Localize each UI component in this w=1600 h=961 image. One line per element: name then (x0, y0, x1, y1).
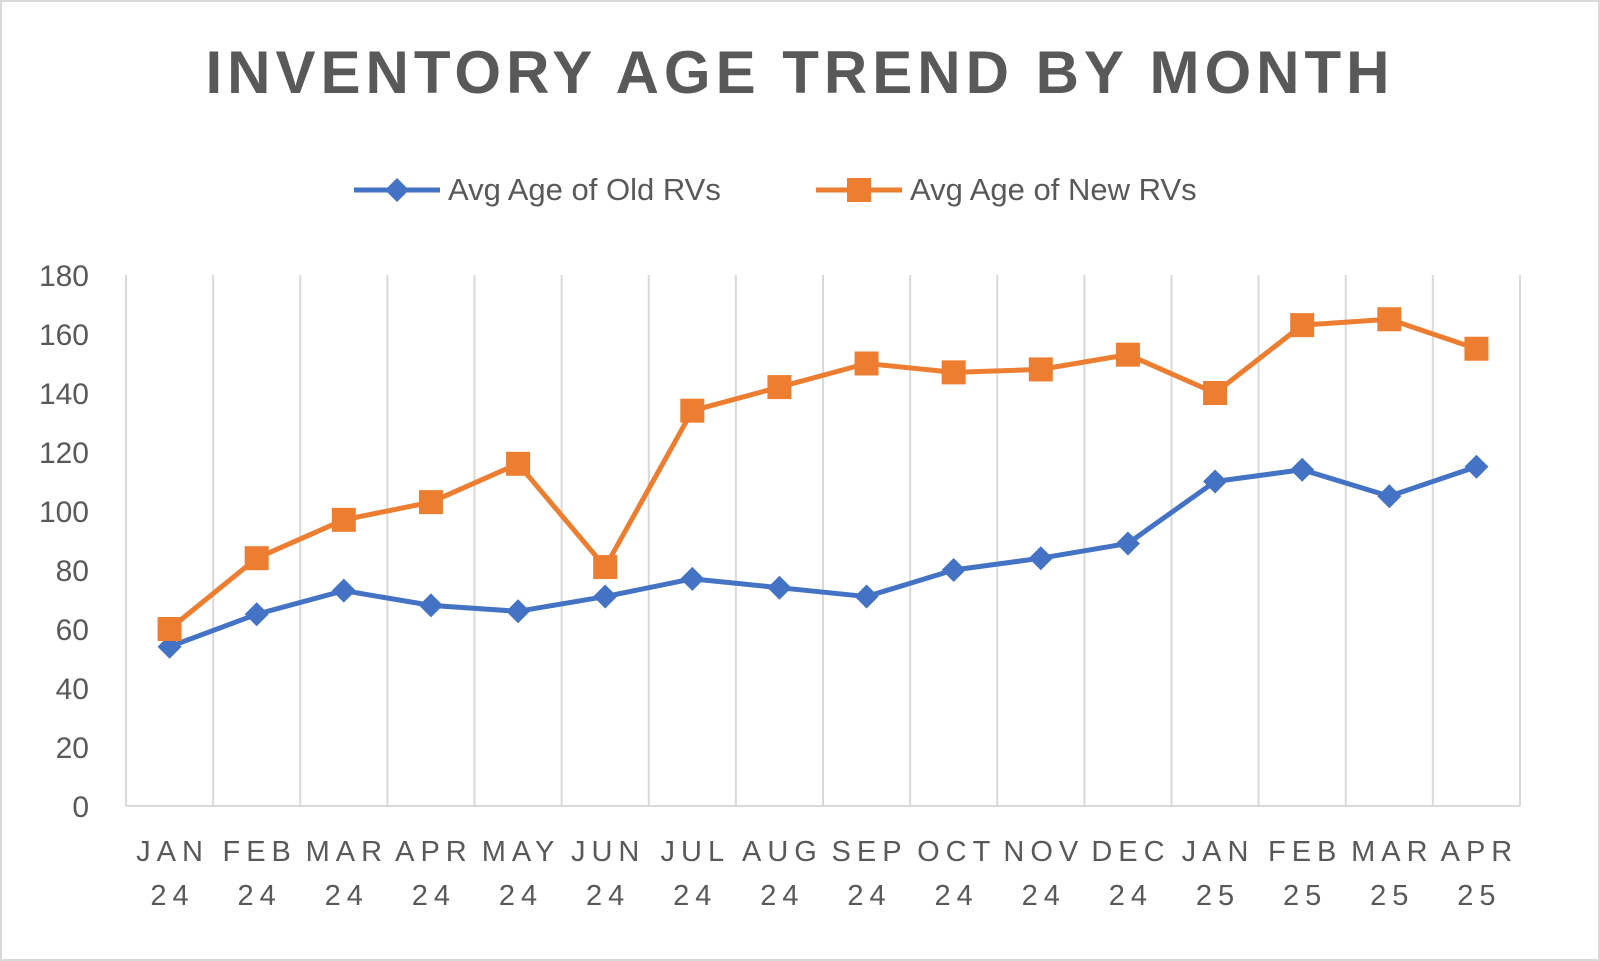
data-point-square (157, 617, 182, 641)
x-axis-ticks: JAN 24 FEB 24 MAR 24 APR 24 MAY 24 JUN 24 JUL 24 AUG 24… (136, 836, 1519, 912)
data-point-diamond (1377, 484, 1402, 509)
x-tick-label-month: JAN (136, 836, 209, 868)
data-point-square (1464, 336, 1489, 361)
y-tick-label: 100 (39, 496, 89, 529)
data-point-diamond (941, 558, 966, 582)
x-tick-label-month: APR (395, 836, 473, 868)
data-point-square (1115, 342, 1140, 367)
legend-label: Avg Age of New RVs (910, 172, 1197, 207)
data-point-square (680, 398, 705, 423)
x-tick-label-month: MAY (482, 836, 561, 868)
x-tick-label-year: 24 (1109, 880, 1153, 912)
y-tick-label: 120 (39, 437, 89, 470)
series-lines (167, 316, 1478, 650)
legend-label: Avg Age of Old RVs (448, 172, 721, 207)
x-tick-label-year: 25 (1283, 880, 1327, 912)
x-tick-label-year: 24 (586, 880, 630, 912)
x-tick-label-month: AUG (742, 836, 823, 868)
data-point-diamond (418, 593, 443, 618)
y-tick-label: 0 (72, 791, 89, 824)
x-tick-label-month: DEC (1091, 836, 1170, 868)
y-tick-label: 180 (39, 260, 89, 293)
y-tick-label: 80 (56, 555, 89, 588)
x-tick-label-month: FEB (1268, 836, 1342, 868)
legend-marker-diamond (385, 178, 409, 202)
series-line-2 (167, 316, 1478, 631)
x-tick-label-year: 24 (673, 880, 717, 912)
data-point-square (418, 490, 443, 515)
y-tick-label: 20 (56, 732, 89, 765)
x-tick-label-month: SEP (832, 836, 908, 868)
x-tick-label-year: 25 (1457, 880, 1501, 912)
x-tick-label-year: 24 (238, 880, 282, 912)
data-point-square (1028, 357, 1053, 382)
data-point-diamond (1028, 546, 1053, 571)
x-tick-label-month: MAR (306, 836, 388, 868)
y-tick-label: 60 (56, 614, 89, 647)
x-tick-label-year: 24 (325, 880, 369, 912)
data-point-square (1290, 313, 1315, 338)
legend: Avg Age of Old RVs Avg Age of New RVs (354, 172, 1197, 207)
data-point-diamond (1203, 469, 1228, 494)
x-tick-label-year: 24 (412, 880, 456, 912)
legend-marker-square (847, 178, 871, 202)
data-point-square (854, 351, 879, 376)
x-tick-label-year: 24 (760, 880, 804, 912)
data-point-diamond (1290, 457, 1315, 482)
x-tick-label-month: OCT (917, 836, 996, 868)
x-tick-label-month: FEB (222, 836, 296, 868)
data-point-square (244, 546, 269, 571)
x-tick-label-year: 24 (847, 880, 891, 912)
y-axis-ticks: 0 20 40 60 80 100 120 140 160 180 (39, 260, 89, 824)
data-point-diamond (1464, 454, 1489, 479)
series-line-1 (168, 464, 1478, 650)
chart-title: INVENTORY AGE TREND BY MONTH (205, 39, 1395, 106)
x-tick-label-year: 24 (150, 880, 194, 912)
x-tick-label-month: JUL (661, 836, 731, 868)
x-tick-label-year: 24 (499, 880, 543, 912)
x-tick-label-month: NOV (1003, 836, 1084, 868)
data-point-square (331, 507, 356, 532)
data-point-diamond (331, 578, 356, 603)
data-point-square (1377, 307, 1402, 332)
data-point-square (941, 360, 966, 385)
data-point-diamond (244, 602, 269, 627)
series-markers (157, 307, 1489, 659)
x-tick-label-month: MAR (1351, 836, 1433, 868)
data-point-square (767, 375, 792, 400)
y-tick-label: 140 (39, 378, 89, 411)
x-tick-label-year: 25 (1370, 880, 1414, 912)
x-tick-label-year: 25 (1196, 880, 1240, 912)
data-point-diamond (854, 584, 879, 609)
y-tick-label: 160 (39, 319, 89, 352)
data-point-diamond (767, 575, 792, 600)
data-point-diamond (506, 599, 531, 624)
x-tick-label-month: APR (1441, 836, 1519, 868)
x-tick-label-year: 24 (935, 880, 979, 912)
y-tick-label: 40 (56, 673, 89, 706)
data-point-diamond (680, 566, 705, 591)
x-tick-label-month: JUN (571, 836, 645, 868)
x-tick-label-month: JAN (1182, 836, 1255, 868)
gridlines (125, 275, 1521, 806)
data-point-square (506, 451, 531, 476)
data-point-square (593, 555, 618, 580)
x-tick-label-year: 24 (1022, 880, 1066, 912)
data-point-square (1203, 381, 1228, 405)
data-point-diamond (1115, 531, 1140, 556)
data-point-diamond (593, 584, 618, 609)
